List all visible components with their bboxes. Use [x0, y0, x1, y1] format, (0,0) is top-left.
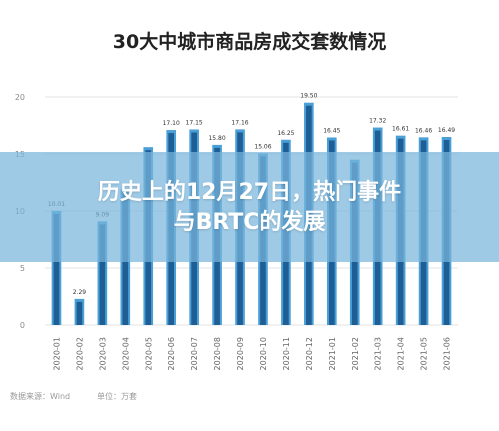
x-tick-label: 2021-03 [374, 337, 383, 370]
bar-fill [99, 224, 106, 325]
x-tick-label: 2020-06 [167, 337, 176, 370]
x-tick-label: 2020-08 [213, 337, 222, 370]
x-tick-label: 2020-04 [121, 337, 130, 370]
x-tick-label: 2020-03 [98, 337, 107, 370]
x-tick-label: 2020-11 [282, 337, 291, 370]
data-label: 2.29 [73, 289, 87, 296]
unit-note: 单位：万套 [97, 391, 137, 401]
data-label: 15.80 [208, 135, 225, 142]
x-tick-label: 2021-05 [420, 337, 429, 370]
source-note: 数据来源：Wind [10, 391, 70, 401]
data-label: 16.25 [277, 130, 294, 137]
data-label: 19.50 [300, 93, 317, 100]
y-tick-label: 0 [20, 321, 25, 330]
x-tick-label: 2020-07 [190, 337, 199, 370]
x-axis-ticks: 2020-01 2020-02 2020-03 2020-04 2020-05 2020-… [52, 337, 451, 370]
data-label: 17.16 [231, 119, 248, 126]
data-label: 16.46 [415, 127, 432, 134]
y-tick-label: 5 [20, 264, 25, 273]
data-label: 17.32 [369, 118, 386, 125]
x-tick-label: 2021-06 [443, 337, 452, 370]
headline: 历史上的12月27日，热门事件 与BRTC的发展 [0, 178, 499, 238]
y-tick-label: 20 [15, 93, 25, 102]
bar-fill [76, 301, 83, 325]
bar-fill [53, 213, 60, 325]
data-label: 15.06 [254, 143, 271, 150]
data-label: 16.61 [392, 126, 409, 133]
x-tick-label: 2020-01 [52, 337, 61, 370]
headline-line-2: 与BRTC的发展 [173, 210, 326, 235]
data-label: 16.45 [323, 127, 340, 134]
data-label: 17.10 [163, 120, 180, 127]
x-tick-label: 2020-02 [75, 337, 84, 370]
x-tick-label: 2020-09 [236, 337, 245, 370]
headline-line-1: 历史上的12月27日，热门事件 [97, 180, 402, 205]
x-tick-label: 2021-02 [351, 337, 360, 370]
headline-band [0, 152, 499, 262]
x-tick-label: 2021-04 [397, 337, 406, 370]
x-tick-label: 2020-05 [144, 337, 153, 370]
x-tick-label: 2020-10 [259, 337, 268, 370]
x-tick-label: 2020-12 [305, 337, 314, 370]
data-label: 17.15 [186, 119, 203, 126]
data-label: 16.49 [438, 127, 455, 134]
x-tick-label: 2021-01 [328, 337, 337, 370]
chart-title: 30大中城市商品房成交套数情况 [113, 30, 386, 53]
